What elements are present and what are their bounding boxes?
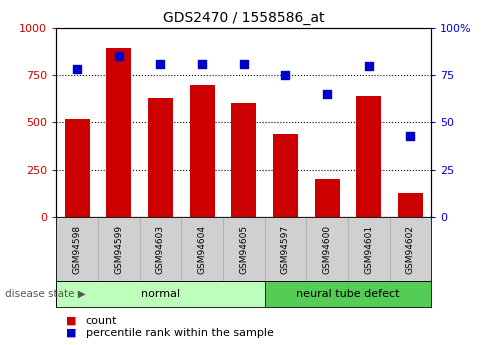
Point bbox=[240, 61, 247, 66]
Bar bbox=[265, 281, 431, 307]
Bar bbox=[356, 96, 381, 217]
Bar bbox=[190, 85, 215, 217]
Text: ■: ■ bbox=[66, 328, 76, 338]
Bar bbox=[65, 119, 90, 217]
Text: GSM94598: GSM94598 bbox=[73, 225, 82, 274]
Text: ■: ■ bbox=[66, 316, 76, 326]
Point bbox=[198, 61, 206, 66]
Bar bbox=[231, 104, 256, 217]
Bar bbox=[56, 217, 98, 281]
Bar bbox=[148, 98, 173, 217]
Bar bbox=[315, 179, 340, 217]
Bar bbox=[348, 217, 390, 281]
Text: disease state ▶: disease state ▶ bbox=[5, 289, 86, 299]
Title: GDS2470 / 1558586_at: GDS2470 / 1558586_at bbox=[163, 11, 324, 25]
Bar bbox=[98, 217, 140, 281]
Bar bbox=[56, 281, 265, 307]
Bar bbox=[140, 217, 181, 281]
Bar bbox=[223, 217, 265, 281]
Point bbox=[73, 67, 81, 72]
Bar bbox=[265, 217, 306, 281]
Point bbox=[365, 63, 372, 68]
Text: GSM94599: GSM94599 bbox=[114, 225, 123, 274]
Point bbox=[281, 72, 289, 78]
Point bbox=[323, 91, 331, 97]
Bar bbox=[273, 134, 298, 217]
Text: GSM94603: GSM94603 bbox=[156, 225, 165, 274]
Text: normal: normal bbox=[141, 289, 180, 299]
Point bbox=[115, 53, 122, 59]
Text: neural tube defect: neural tube defect bbox=[296, 289, 400, 299]
Text: count: count bbox=[86, 316, 117, 326]
Text: percentile rank within the sample: percentile rank within the sample bbox=[86, 328, 273, 338]
Bar bbox=[398, 193, 423, 217]
Text: GSM94602: GSM94602 bbox=[406, 225, 415, 274]
Text: GSM94600: GSM94600 bbox=[322, 225, 332, 274]
Point bbox=[156, 61, 164, 66]
Text: GSM94601: GSM94601 bbox=[364, 225, 373, 274]
Bar bbox=[106, 48, 131, 217]
Text: GSM94604: GSM94604 bbox=[197, 225, 207, 274]
Point bbox=[406, 133, 414, 138]
Bar bbox=[181, 217, 223, 281]
Text: GSM94605: GSM94605 bbox=[239, 225, 248, 274]
Text: GSM94597: GSM94597 bbox=[281, 225, 290, 274]
Bar bbox=[306, 217, 348, 281]
Bar bbox=[390, 217, 431, 281]
